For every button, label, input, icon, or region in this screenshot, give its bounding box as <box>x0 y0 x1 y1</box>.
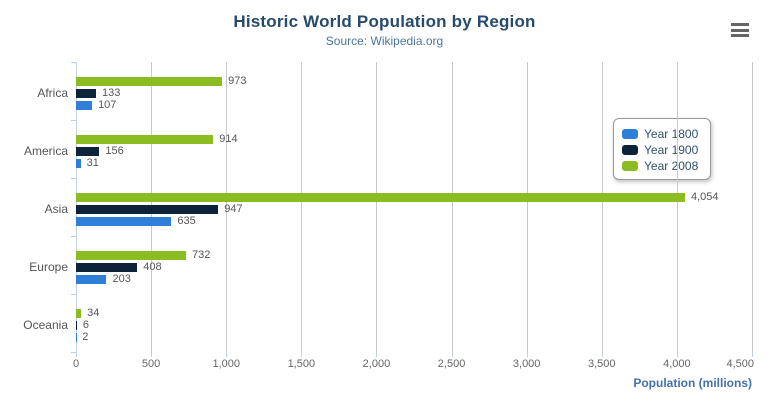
bar-value-label: 4,054 <box>691 191 719 203</box>
legend-item-year-1900[interactable]: Year 1900 <box>622 142 698 158</box>
category-label: Oceania <box>23 318 68 332</box>
legend-swatch <box>622 161 638 171</box>
y-axis-tick <box>71 236 76 237</box>
y-axis-tick <box>71 352 76 353</box>
bar-europe-year-1900[interactable] <box>76 262 138 272</box>
bar-value-label: 732 <box>191 249 211 261</box>
x-axis-title: Population (millions) <box>633 376 752 390</box>
legend-item-year-1800[interactable]: Year 1800 <box>622 126 698 142</box>
x-tick-label: 3,500 <box>588 358 616 370</box>
x-tick-label: 3,000 <box>512 358 541 370</box>
bar-value-label: 156 <box>105 145 124 157</box>
x-tick-label: 4,500 <box>726 358 754 370</box>
legend-item-year-2008[interactable]: Year 2008 <box>622 158 698 174</box>
legend-label: Year 1800 <box>644 127 699 141</box>
bar-america-year-2008[interactable] <box>76 134 214 144</box>
x-axis-tick <box>226 352 228 357</box>
x-axis-tick <box>676 352 678 357</box>
chart-subtitle: Source: Wikipedia.org <box>325 34 444 48</box>
chart-title: Historic World Population by Region <box>233 12 536 31</box>
bar-value-label: 6 <box>82 319 90 331</box>
bar-value-label: 31 <box>86 157 99 169</box>
bar-africa-year-1800[interactable] <box>76 100 93 110</box>
x-axis-tick <box>301 352 303 357</box>
context-menu-icon[interactable] <box>731 23 749 38</box>
legend-swatch <box>622 129 638 139</box>
legend-label: Year 1900 <box>644 143 699 157</box>
bar-value-label: 2 <box>82 331 89 343</box>
bar-value-label: 635 <box>177 215 196 227</box>
bar-asia-year-2008[interactable] <box>76 192 685 202</box>
bar-asia-year-1900[interactable] <box>76 204 219 214</box>
bar-oceania-year-2008[interactable] <box>76 308 82 318</box>
gridline <box>752 62 753 352</box>
y-axis-tick <box>71 294 76 295</box>
bar-europe-year-2008[interactable] <box>76 250 186 260</box>
gridline <box>601 62 603 352</box>
bar-value-label: 973 <box>228 75 247 87</box>
gridline <box>526 62 528 352</box>
bar-value-label: 914 <box>219 133 238 145</box>
bar-america-year-1900[interactable] <box>76 146 100 156</box>
legend-swatch <box>622 145 638 155</box>
x-tick-label: 500 <box>141 358 161 370</box>
bar-value-label: 34 <box>87 307 100 319</box>
gridline <box>376 62 378 352</box>
bar-europe-year-1800[interactable] <box>76 274 107 284</box>
bar-africa-year-1900[interactable] <box>76 88 96 98</box>
gridline <box>301 62 303 352</box>
x-axis-tick <box>451 352 453 357</box>
context-menu-icon-bar <box>731 34 749 37</box>
bar-asia-year-1800[interactable] <box>76 216 172 226</box>
x-tick-label: 2,500 <box>437 358 466 370</box>
category-label: America <box>23 144 68 158</box>
bar-value-label: 133 <box>101 87 121 99</box>
bar-value-label: 107 <box>98 99 117 111</box>
x-axis-tick <box>151 352 153 357</box>
bar-oceania-year-1900[interactable] <box>76 320 77 330</box>
gridline <box>451 62 453 352</box>
legend-label: Year 2008 <box>644 159 699 173</box>
bar-africa-year-2008[interactable] <box>76 76 223 86</box>
bar-value-label: 408 <box>143 261 162 273</box>
y-axis-tick <box>71 120 76 121</box>
category-label: Asia <box>44 202 68 216</box>
x-tick-label: 1,000 <box>212 358 240 370</box>
x-axis-tick <box>526 352 528 357</box>
bar-value-label: 947 <box>224 203 243 215</box>
x-axis-tick <box>601 352 603 357</box>
x-tick-label: 0 <box>72 358 80 370</box>
gridline <box>676 62 678 352</box>
legend: Year 1800 Year 1900 Year 2008 <box>613 118 712 180</box>
context-menu-icon-bar <box>731 23 749 26</box>
x-tick-label: 4,000 <box>663 358 691 370</box>
x-axis-tick <box>376 352 378 357</box>
bar-value-label: 203 <box>112 273 131 285</box>
bar-america-year-1800[interactable] <box>76 158 81 168</box>
x-axis-tick <box>76 352 77 357</box>
y-axis-tick <box>71 62 76 63</box>
gridline <box>226 62 228 352</box>
bar-oceania-year-1800[interactable] <box>76 332 77 342</box>
x-tick-label: 1,500 <box>287 358 316 370</box>
x-tick-label: 2,000 <box>362 358 391 370</box>
category-label: Europe <box>29 260 68 274</box>
context-menu-icon-bar <box>731 28 749 32</box>
y-axis-tick <box>71 178 76 179</box>
category-label: Africa <box>37 86 68 100</box>
x-axis-tick <box>752 352 753 357</box>
